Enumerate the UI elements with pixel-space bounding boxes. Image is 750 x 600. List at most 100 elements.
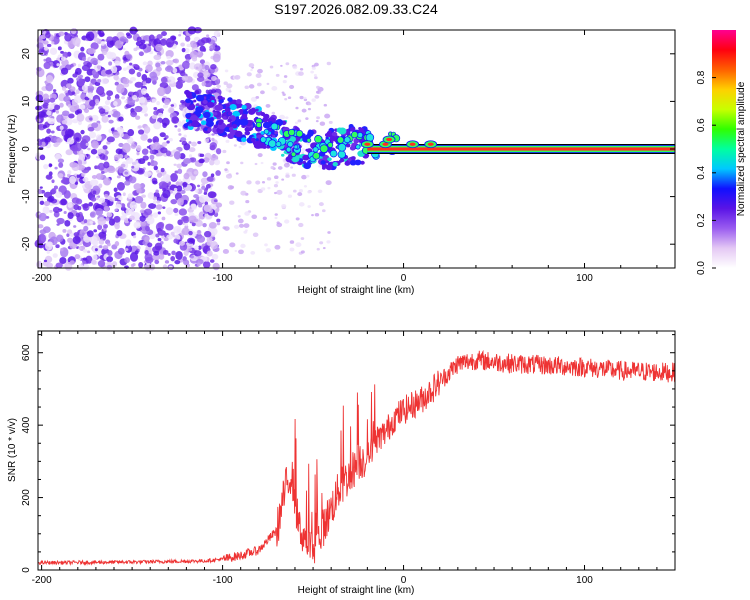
spectrogram-noise-blob <box>199 153 205 158</box>
spectrogram-noise-blob <box>174 212 179 216</box>
spectrogram-ridge-blob <box>207 101 215 108</box>
spectrogram-noise-blob <box>205 89 210 94</box>
spectrogram-noise-blob <box>129 215 135 221</box>
spectrogram-noise-blob <box>97 224 103 231</box>
spectrogram-noise-blob <box>131 111 137 115</box>
spectrogram-noise-blob <box>269 65 274 69</box>
spectrogram-noise-blob <box>82 176 89 183</box>
spectrogram-noise-blob <box>298 222 304 228</box>
spectrogram-ridge-blob <box>200 120 207 126</box>
spectrogram-ridge-blob <box>320 160 326 165</box>
spectrogram-noise-blob <box>89 117 93 121</box>
spectrogram-noise-blob <box>216 84 221 89</box>
spectrogram-noise-blob <box>98 245 103 249</box>
spectrogram-noise-blob <box>144 250 149 255</box>
spectrogram-noise-blob <box>311 214 314 217</box>
spectrogram-noise-blob <box>63 210 67 214</box>
spectrogram-ridge-blob <box>188 95 193 100</box>
spectrogram-noise-blob <box>48 163 53 168</box>
spectrogram-noise-blob <box>132 235 137 239</box>
spectrogram-noise-blob <box>56 114 64 123</box>
spectrogram-noise-blob <box>62 110 70 117</box>
spectrogram-noise-blob <box>147 192 155 199</box>
spectrogram-noise-blob <box>106 51 114 60</box>
spectrogram-peak-blob <box>312 152 321 160</box>
spectrogram-ridge-blob <box>190 114 199 122</box>
spectrogram-noise-blob <box>48 195 55 202</box>
spectrogram-noise-blob <box>129 176 137 184</box>
spectrogram-noise-blob <box>328 120 333 124</box>
spectrogram-noise-blob <box>86 85 95 92</box>
colorbar-label: Normalized spectral amplitude <box>736 81 747 216</box>
spectrogram-noise-blob <box>274 216 278 220</box>
spectrogram-ridge-blob <box>276 119 283 124</box>
spectrogram-noise-blob <box>161 31 167 37</box>
spectrogram-ridge-blob <box>321 166 326 170</box>
spectrogram-noise-blob <box>45 31 51 39</box>
spectrogram-noise-blob <box>115 203 122 209</box>
spectrogram-noise-blob <box>56 137 63 143</box>
spectrogram-noise-blob <box>65 83 71 89</box>
spectrogram-noise-blob <box>163 137 167 141</box>
spectrogram-noise-blob <box>294 121 299 125</box>
spectrogram-noise-blob <box>47 117 56 125</box>
spectrogram-ridge-blob <box>221 123 226 128</box>
spectrogram-peak-blob <box>329 149 338 158</box>
spectrogram-noise-blob <box>137 125 142 129</box>
spectrogram-noise-blob <box>163 237 169 242</box>
spectrogram-noise-blob <box>315 90 320 94</box>
spectrogram-noise-blob <box>134 250 139 255</box>
spectrogram-ridge-blob <box>354 159 362 166</box>
spectrogram-noise-blob <box>113 215 121 223</box>
spectrogram-noise-blob <box>42 260 49 267</box>
spectrogram-noise-blob <box>116 181 125 191</box>
spectrogram-ridge-blob <box>193 99 197 103</box>
spectrogram-noise-blob <box>164 260 170 264</box>
spectrogram-noise-blob <box>85 255 93 264</box>
spectrogram-noise-blob <box>165 150 171 157</box>
spectrogram-noise-blob <box>124 50 130 56</box>
spectrogram-ridge-blob <box>281 153 285 157</box>
spectrogram-noise-blob <box>208 221 217 229</box>
spectrogram-noise-blob <box>282 93 286 97</box>
spectrogram-noise-blob <box>138 261 144 268</box>
spectrogram-noise-blob <box>41 49 45 53</box>
spectrogram-noise-blob <box>71 91 76 95</box>
spectrogram-noise-blob <box>113 74 119 81</box>
spectrogram-noise-blob <box>110 65 118 74</box>
spectrogram-noise-blob <box>168 137 173 142</box>
spectrogram-noise-blob <box>74 142 83 152</box>
spectrogram-noise-blob <box>36 118 41 122</box>
spectrogram-noise-blob <box>132 94 138 101</box>
x-tick-label: 0 <box>401 273 407 284</box>
spectrogram-noise-blob <box>83 219 88 224</box>
spectrogram-noise-blob <box>45 75 54 84</box>
spectrogram-marks <box>34 26 675 271</box>
spectrogram-noise-blob <box>222 149 227 154</box>
spectrogram-noise-blob <box>243 223 250 228</box>
spectrogram-noise-blob <box>51 41 55 45</box>
spectrogram-noise-blob <box>119 36 127 43</box>
spectrogram-noise-blob <box>211 76 217 82</box>
spectrogram-noise-blob <box>291 173 296 177</box>
spectrogram-ridge-blob <box>349 127 356 132</box>
spectrogram-noise-blob <box>216 218 221 223</box>
spectrogram-noise-blob <box>122 142 131 153</box>
spectrogram-noise-blob <box>177 219 183 226</box>
spectrogram-noise-blob <box>43 46 49 51</box>
spectrogram-noise-blob <box>124 171 129 175</box>
spectrogram-noise-blob <box>181 75 189 81</box>
spectrogram-noise-blob <box>307 190 312 194</box>
spectrogram-peak-blob <box>336 136 345 144</box>
spectrogram-noise-blob <box>35 105 42 111</box>
spectrogram-noise-blob <box>190 203 197 209</box>
spectrogram-noise-blob <box>285 62 290 66</box>
spectrogram-ridge-blob <box>227 118 232 123</box>
spectrogram-noise-blob <box>234 74 241 80</box>
spectrogram-ridge-blob <box>328 130 332 134</box>
spectrogram-noise-blob <box>100 40 105 46</box>
spectrogram-noise-blob <box>322 247 326 250</box>
spectrogram-noise-blob <box>85 31 95 41</box>
spectrogram-noise-blob <box>177 197 184 206</box>
spectrogram-noise-blob <box>58 31 65 37</box>
